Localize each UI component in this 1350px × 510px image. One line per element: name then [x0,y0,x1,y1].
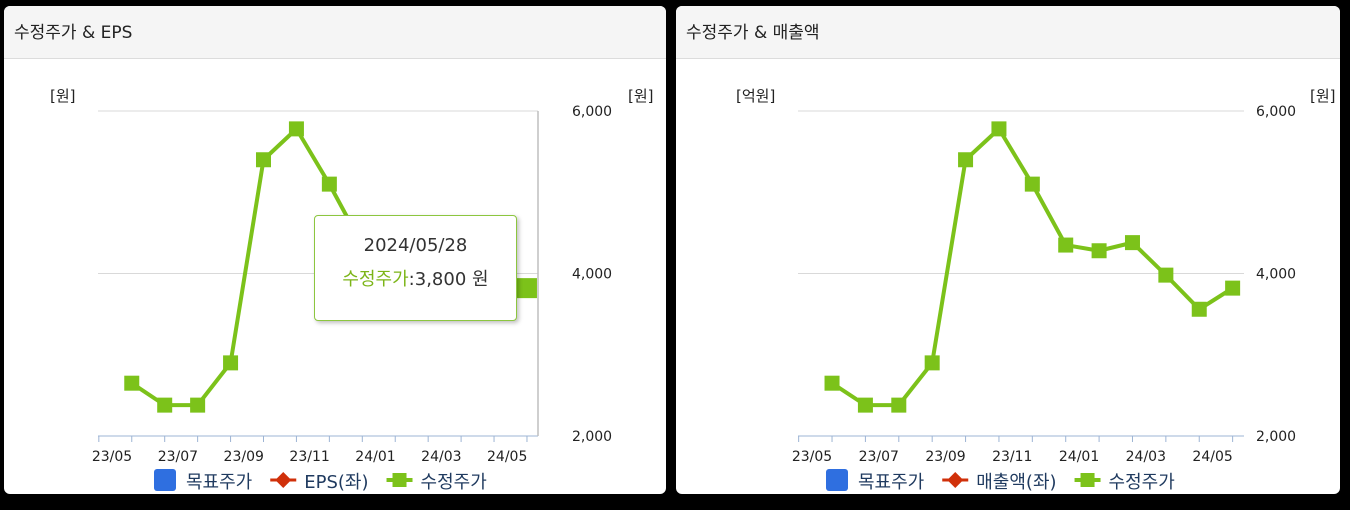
data-point-marker [516,278,537,299]
right-tick-label: 6,000 [1256,104,1296,120]
data-point-marker [1225,280,1241,296]
x-tick-label: 23/05 [792,449,832,465]
sales-line-chart[interactable]: [억원] [원] 2,000 4,000 6,000 23/05 23/07 23/09 23/… [676,6,1340,494]
legend-label: 매출액(좌) [976,472,1056,493]
left-axis-unit: [원] [50,87,76,105]
data-point-marker [321,176,337,192]
left-axis-unit: [억원] [736,87,775,105]
data-point-marker [857,397,873,413]
tooltip-series-name: 수정주가 [342,269,409,290]
x-tick-label: 24/03 [1126,449,1166,465]
data-point-marker [1024,176,1040,192]
x-tick-label: 23/11 [289,449,329,465]
data-point-marker [991,121,1007,137]
tooltip-separator: : [408,269,415,290]
data-point-marker [958,152,974,168]
right-tick-label: 2,000 [1256,429,1296,445]
legend-square-icon [826,469,848,491]
chart-tooltip: 2024/05/28 수정주가:3,800 원 [314,215,517,321]
panel-title: 수정주가 & 매출액 [686,23,820,43]
data-point-marker [924,355,940,371]
sales-panel-header: 수정주가 & 매출액 [676,6,1340,59]
data-point-marker [223,355,239,371]
sales-chart-panel: 수정주가 & 매출액 [억원] [원] 2,000 4,000 6,000 23/05 23… [676,6,1340,494]
right-tick-label: 2,000 [572,429,612,445]
x-tick-label: 24/05 [487,449,527,465]
x-tick-label: 23/09 [224,449,264,465]
series-line [830,126,1234,408]
data-point-marker [1091,243,1107,259]
x-tick-label: 24/01 [1059,449,1099,465]
x-tick-label: 24/03 [421,449,461,465]
panel-title: 수정주가 & EPS [14,23,133,43]
eps-line-chart[interactable]: [원] [원] 2,000 4,000 6,000 23/05 23/07 23/09 23/1… [4,6,666,494]
right-tick-label: 4,000 [572,267,612,283]
tooltip-date: 2024/05/28 [363,235,468,256]
x-tick-label: 23/11 [992,449,1032,465]
right-tick-label: 6,000 [572,104,612,120]
x-tick-label: 24/01 [355,449,395,465]
legend-label: 목표주가 [858,472,924,493]
data-point-marker [1058,237,1074,253]
legend-square-icon [1080,473,1095,487]
legend-label: 수정주가 [1109,472,1175,493]
data-point-marker [190,397,206,413]
x-tick-label: 23/09 [925,449,965,465]
data-point-marker [891,397,907,413]
data-point-marker [824,375,840,391]
right-axis-unit: [원] [628,87,654,105]
x-tick-label: 24/05 [1192,449,1232,465]
tooltip-value: 3,800 원 [414,269,489,290]
legend-label: EPS(좌) [304,472,368,493]
data-point-marker [288,121,304,137]
data-point-marker [1124,235,1140,251]
right-axis-unit: [원] [1310,87,1336,105]
legend-diamond-icon [275,472,292,488]
tooltip-value-row: 수정주가:3,800 원 [315,265,516,291]
eps-panel-header: 수정주가 & EPS [4,6,666,59]
data-point-marker [124,375,140,391]
legend-square-icon [392,473,407,487]
right-tick-label: 4,000 [1256,267,1296,283]
x-tick-label: 23/07 [158,449,198,465]
eps-chart-panel: 수정주가 & EPS [원] [원] 2,000 4,000 6,000 23/05 23/… [4,6,666,494]
data-point-marker [1158,267,1174,283]
x-tick-label: 23/05 [92,449,132,465]
data-point-marker [1191,301,1207,317]
legend-label: 목표주가 [186,472,252,493]
data-point-marker [255,152,271,168]
legend-label: 수정주가 [421,472,487,493]
x-tick-label: 23/07 [859,449,899,465]
legend-diamond-icon [947,472,964,488]
legend-square-icon [154,469,176,491]
data-point-marker [157,397,173,413]
